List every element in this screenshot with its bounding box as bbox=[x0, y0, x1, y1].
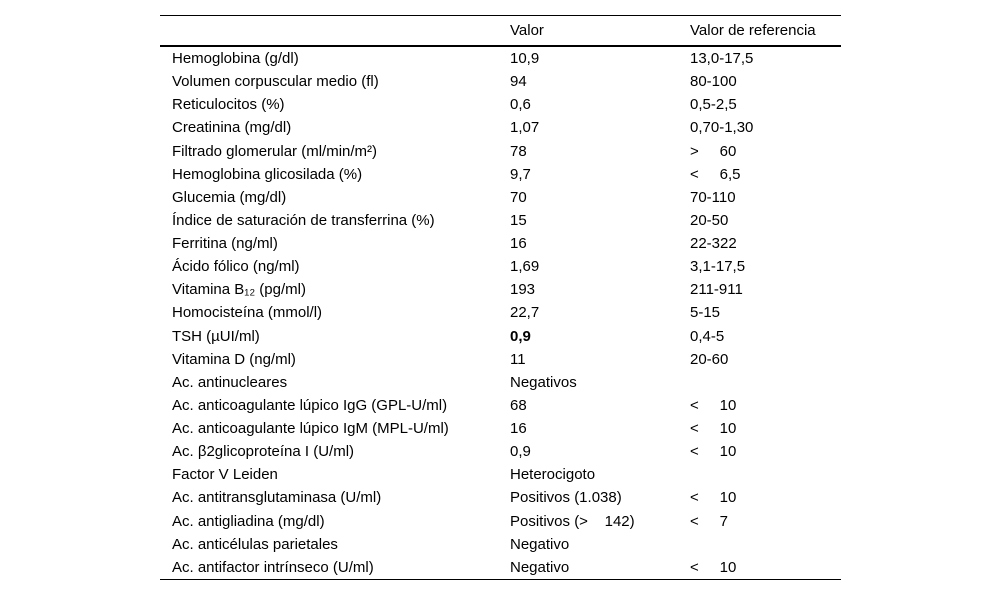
ref-cell: < 10 bbox=[690, 443, 737, 461]
param-cell: Ac. antinucleares bbox=[172, 373, 288, 391]
table-bottom-rule bbox=[160, 578, 841, 580]
ref-cell: > 60 bbox=[690, 142, 737, 160]
valor-cell: 0,6 bbox=[510, 96, 531, 114]
table-row: Hemoglobina (g/dl) 10,9 13,0-17,5 bbox=[160, 47, 841, 70]
param-cell: Ac. anticélulas parietales bbox=[172, 535, 338, 553]
ref-cell: 211-911 bbox=[690, 281, 743, 299]
param-cell: Filtrado glomerular (ml/min/m²) bbox=[172, 142, 378, 160]
param-cell: Ac. anticoagulante lúpico IgG (GPL-U/ml) bbox=[172, 396, 448, 414]
valor-cell: Positivos (> 142) bbox=[510, 512, 635, 530]
valor-cell: 16 bbox=[510, 235, 527, 253]
valor-cell: Negativo bbox=[510, 535, 570, 553]
param-cell: Ac. antitransglutaminasa (U/ml) bbox=[172, 489, 382, 507]
table-body: Hemoglobina (g/dl) 10,9 13,0-17,5 Volumen c… bbox=[160, 47, 841, 579]
table-row: Creatinina (mg/dl) 1,07 0,70-1,30 bbox=[160, 116, 841, 139]
valor-cell: Negativos bbox=[510, 373, 577, 391]
ref-cell: 70-110 bbox=[690, 188, 736, 206]
valor-cell: 15 bbox=[510, 211, 527, 229]
valor-cell: 1,07 bbox=[510, 119, 540, 137]
valor-cell: Positivos (1.038) bbox=[510, 489, 622, 507]
table-row: Ac. antifactor intrínseco (U/ml) Negativo… bbox=[160, 556, 841, 579]
param-cell: Reticulocitos (%) bbox=[172, 96, 285, 114]
ref-cell: 0,5-2,5 bbox=[690, 96, 737, 114]
param-cell: Vitamina D (ng/ml) bbox=[172, 350, 296, 368]
ref-cell: 5-15 bbox=[690, 304, 721, 322]
table-row: Homocisteína (mmol/l) 22,7 5-15 bbox=[160, 301, 841, 324]
valor-cell: 193 bbox=[510, 281, 536, 299]
ref-cell: 20-60 bbox=[690, 350, 729, 368]
valor-cell: 78 bbox=[510, 142, 527, 160]
param-cell: Glucemia (mg/dl) bbox=[172, 188, 287, 206]
valor-cell: 11 bbox=[510, 350, 526, 368]
table-row: Ac. anticélulas parietales Negativo bbox=[160, 533, 841, 556]
param-cell: Factor V Leiden bbox=[172, 466, 278, 484]
table-row: Ácido fólico (ng/ml) 1,69 3,1-17,5 bbox=[160, 255, 841, 278]
table-row: TSH (µUI/ml) 0,9 0,4-5 bbox=[160, 325, 841, 348]
param-cell: Ac. antigliadina (mg/dl) bbox=[172, 512, 325, 530]
table-row: Ac. antitransglutaminasa (U/ml) Positivos… bbox=[160, 486, 841, 509]
param-cell: Ac. β2glicoproteína I (U/ml) bbox=[172, 443, 355, 461]
param-cell: Ac. anticoagulante lúpico IgM (MPL-U/ml) bbox=[172, 420, 449, 438]
param-cell: Hemoglobina glicosilada (%) bbox=[172, 165, 363, 183]
table-row: Filtrado glomerular (ml/min/m²) 78 > 60 bbox=[160, 140, 841, 163]
ref-cell: 0,4-5 bbox=[690, 327, 725, 345]
valor-cell: 16 bbox=[510, 420, 527, 438]
table-row: Glucemia (mg/dl) 70 70-110 bbox=[160, 186, 841, 209]
valor-cell: 0,9 bbox=[510, 327, 531, 345]
valor-cell: 68 bbox=[510, 396, 527, 414]
valor-cell: 0,9 bbox=[510, 443, 531, 461]
table-header-row: Valor Valor de referencia bbox=[160, 16, 841, 45]
ref-cell: < 10 bbox=[690, 396, 737, 414]
ref-cell: 80-100 bbox=[690, 73, 737, 91]
table-row: Ac. β2glicoproteína I (U/ml) 0,9 < 10 bbox=[160, 440, 841, 463]
param-cell: Creatinina (mg/dl) bbox=[172, 119, 292, 137]
lab-results-table: Valor Valor de referencia Hemoglobina (g… bbox=[160, 15, 841, 580]
ref-cell: 22-322 bbox=[690, 235, 737, 253]
table-row: Ac. anticoagulante lúpico IgM (MPL-U/ml)… bbox=[160, 417, 841, 440]
ref-cell: < 10 bbox=[690, 489, 737, 507]
table-row: Factor V Leiden Heterocigoto bbox=[160, 463, 841, 486]
param-cell: Índice de saturación de transferrina (%) bbox=[172, 211, 435, 229]
ref-cell: 20-50 bbox=[690, 211, 729, 229]
ref-cell: < 6,5 bbox=[690, 165, 741, 183]
ref-cell: 3,1-17,5 bbox=[690, 258, 746, 276]
valor-cell: 70 bbox=[510, 188, 527, 206]
valor-cell: Heterocigoto bbox=[510, 466, 596, 484]
valor-cell: 10,9 bbox=[510, 50, 540, 68]
ref-cell: < 10 bbox=[690, 558, 737, 576]
table-row: Ferritina (ng/ml) 16 22-322 bbox=[160, 232, 841, 255]
param-cell: Homocisteína (mmol/l) bbox=[172, 304, 323, 322]
valor-cell: 94 bbox=[510, 73, 527, 91]
param-cell: Ac. antifactor intrínseco (U/ml) bbox=[172, 558, 374, 576]
ref-cell: < 7 bbox=[690, 512, 728, 530]
table-row: Ac. antigliadina (mg/dl) Positivos (> 142… bbox=[160, 510, 841, 533]
table-row: Volumen corpuscular medio (fl) 94 80-100 bbox=[160, 70, 841, 93]
param-cell: TSH (µUI/ml) bbox=[172, 327, 260, 345]
param-cell: Ácido fólico (ng/ml) bbox=[172, 258, 300, 276]
param-cell: Ferritina (ng/ml) bbox=[172, 235, 278, 253]
ref-cell: 0,70-1,30 bbox=[690, 119, 754, 137]
ref-cell: < 10 bbox=[690, 420, 737, 438]
table-row: Vitamina B₁₂ (pg/ml) 193 211-911 bbox=[160, 278, 841, 301]
table-row: Hemoglobina glicosilada (%) 9,7 < 6,5 bbox=[160, 163, 841, 186]
table-row: Ac. anticoagulante lúpico IgG (GPL-U/ml)… bbox=[160, 394, 841, 417]
valor-cell: 22,7 bbox=[510, 304, 540, 322]
header-separator-rule bbox=[160, 45, 841, 47]
reference-column-header: Valor de referencia bbox=[690, 22, 816, 39]
table-row: Reticulocitos (%) 0,6 0,5-2,5 bbox=[160, 93, 841, 116]
valor-column-header: Valor bbox=[510, 22, 544, 39]
table-row: Vitamina D (ng/ml) 11 20-60 bbox=[160, 348, 841, 371]
param-cell: Hemoglobina (g/dl) bbox=[172, 50, 299, 68]
table-row: Ac. antinucleares Negativos bbox=[160, 371, 841, 394]
table-top-rule bbox=[160, 15, 841, 16]
param-cell: Volumen corpuscular medio (fl) bbox=[172, 73, 379, 91]
valor-cell: 9,7 bbox=[510, 165, 531, 183]
param-cell: Vitamina B₁₂ (pg/ml) bbox=[172, 281, 306, 299]
valor-cell: 1,69 bbox=[510, 258, 540, 276]
valor-cell: Negativo bbox=[510, 558, 570, 576]
ref-cell: 13,0-17,5 bbox=[690, 50, 754, 68]
table-row: Índice de saturación de transferrina (%)… bbox=[160, 209, 841, 232]
